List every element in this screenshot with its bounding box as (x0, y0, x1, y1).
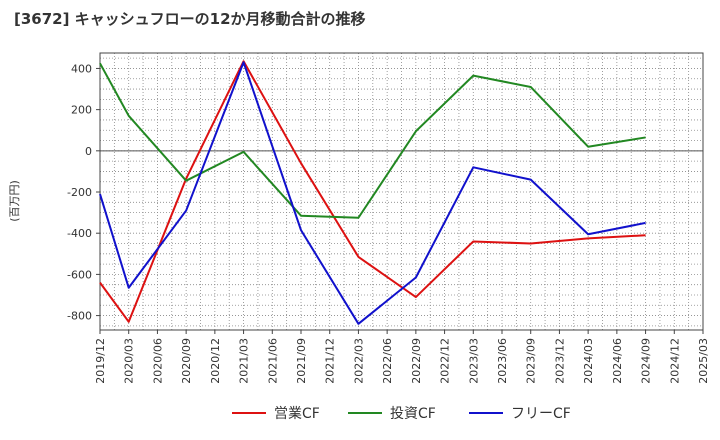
series-lines (99, 60, 646, 325)
x-tick-label: 2024/06 (611, 338, 624, 384)
x-tick-label: 2021/06 (266, 338, 279, 384)
x-tick-label: 2021/03 (238, 338, 251, 384)
x-tick-label: 2023/06 (496, 338, 509, 384)
y-tick-label: -400 (67, 227, 92, 240)
x-tick-label: 2021/09 (295, 338, 308, 384)
y-tick-label: -800 (67, 310, 92, 323)
axes: 400 200 0 -200 -400 -600 -800 2019/12 2020/03 202… (8, 52, 710, 384)
y-axis-label: (百万円) (8, 180, 21, 222)
x-tick-label: 2020/06 (151, 338, 164, 384)
x-tick-label: 2022/09 (410, 338, 423, 384)
y-tick-label: -200 (67, 186, 92, 199)
x-tick-label: 2023/12 (553, 338, 566, 384)
x-tick-label: 2022/12 (439, 338, 452, 384)
x-tick-label: 2024/03 (582, 338, 595, 384)
legend-label: 投資CF (390, 406, 436, 422)
x-tick-label: 2024/12 (668, 338, 681, 384)
legend: 営業CF 投資CF フリーCF (232, 406, 571, 422)
y-tick-label: 400 (71, 62, 92, 75)
x-tick-label: 2020/03 (123, 338, 136, 384)
chart-title: [3672] キャッシュフローの12か月移動合計の推移 (14, 10, 366, 28)
x-tick-label: 2024/09 (640, 338, 653, 384)
x-tick-label: 2020/12 (209, 338, 222, 384)
y-tick-label: 0 (85, 145, 92, 158)
x-tick-label: 2025/03 (697, 338, 710, 384)
x-tick-label: 2020/09 (180, 338, 193, 384)
y-tick-label: -600 (67, 268, 92, 281)
x-tick-label: 2021/12 (324, 338, 337, 384)
grid (99, 53, 704, 330)
legend-label: 営業CF (274, 406, 320, 422)
plot-frame (99, 52, 704, 331)
x-tick-label: 2019/12 (94, 338, 107, 384)
x-tick-label: 2022/06 (381, 338, 394, 384)
y-tick-label: 200 (71, 104, 92, 117)
x-tick-label: 2022/03 (352, 338, 365, 384)
legend-label: フリーCF (511, 406, 571, 422)
x-tick-label: 2023/03 (467, 338, 480, 384)
x-tick-label: 2023/09 (525, 338, 538, 384)
